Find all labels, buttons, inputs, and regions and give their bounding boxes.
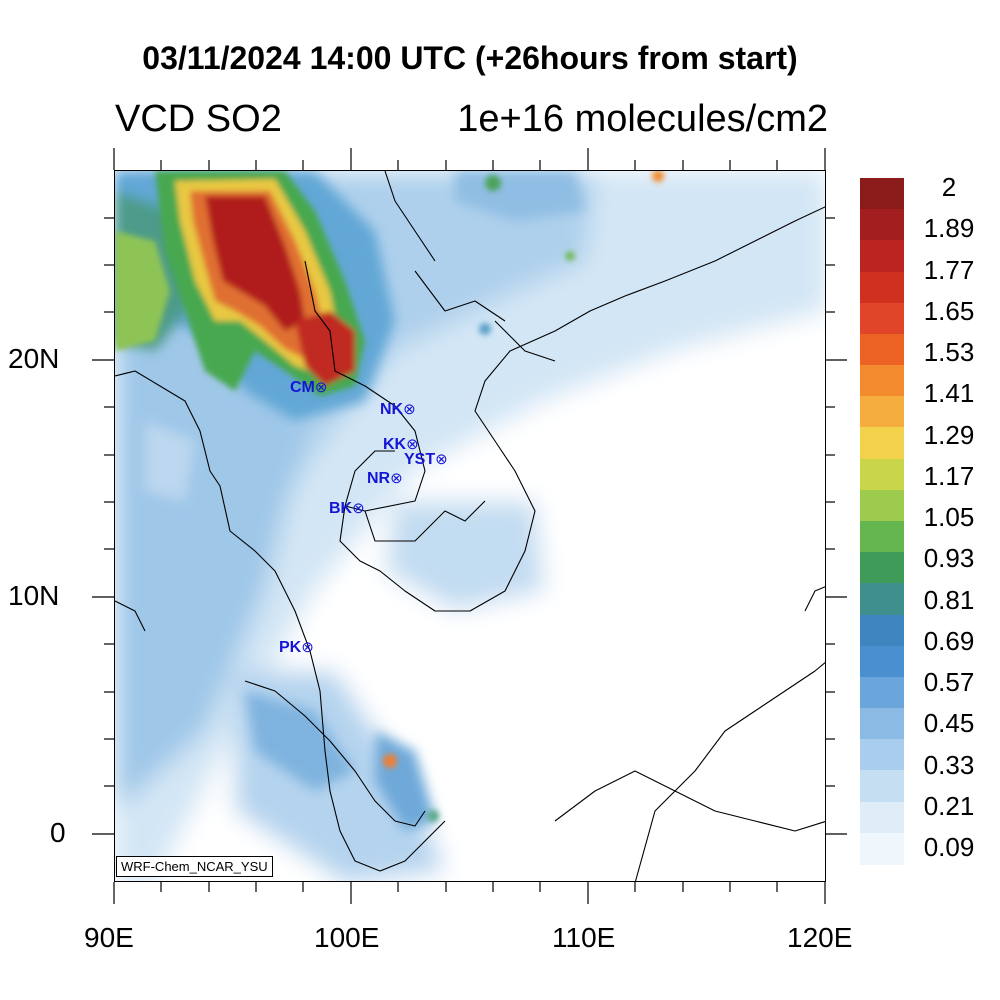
station-label: CM⊗ <box>290 380 327 396</box>
colorbar-label: 1.29 <box>923 419 975 450</box>
y-tick-label: 0 <box>50 817 66 848</box>
coastlines <box>115 171 825 881</box>
map-title: 03/11/2024 14:00 UTC (+26hours from star… <box>142 40 798 76</box>
colorbar-segment <box>860 552 904 584</box>
colorbar-segment <box>860 458 904 491</box>
colorbar <box>860 178 904 865</box>
x-tick-label: 120E <box>787 922 853 953</box>
colorbar-segment <box>860 645 904 678</box>
colorbar-segment <box>860 739 904 772</box>
model-credit: WRF-Chem_NCAR_YSU <box>116 856 273 877</box>
colorbar-label: 1.77 <box>923 254 975 285</box>
station-code: NK <box>380 401 404 418</box>
so2-field-strong <box>115 171 664 822</box>
station-marker-icon: ⊗ <box>314 379 328 396</box>
x-tick-label: 90E <box>84 922 134 953</box>
colorbar-segment <box>860 178 904 210</box>
colorbar-segment <box>860 614 904 647</box>
station-code: PK <box>279 639 302 656</box>
y-tick-label: 20N <box>8 343 60 374</box>
colorbar-label: 0.09 <box>923 832 975 862</box>
colorbar-segment <box>860 583 904 616</box>
station-label: YST⊗ <box>404 452 448 468</box>
colorbar-segment <box>860 427 904 460</box>
colorbar-label: 1.41 <box>923 378 975 409</box>
station-label: NR⊗ <box>367 471 403 487</box>
station-marker-icon: ⊗ <box>435 451 448 468</box>
colorbar-label: 2 <box>941 172 957 202</box>
map-canvas <box>115 171 825 881</box>
station-marker-icon: ⊗ <box>352 500 365 517</box>
colorbar-segment <box>860 396 904 429</box>
y-tick-label: 10N <box>8 580 60 611</box>
station-code: CM <box>290 379 315 396</box>
x-tick-label: 110E <box>552 922 616 953</box>
colorbar-label: 0.33 <box>923 749 975 780</box>
colorbar-segment <box>860 271 904 304</box>
x-tick-label: 100E <box>314 922 380 953</box>
colorbar-label: 0.21 <box>923 790 975 821</box>
colorbar-label: 0.45 <box>923 708 975 739</box>
station-marker-icon: ⊗ <box>406 436 419 453</box>
station-label: KK⊗ <box>383 437 419 453</box>
colorbar-segment <box>860 489 904 522</box>
colorbar-segment <box>860 521 904 553</box>
colorbar-segment <box>860 209 904 241</box>
colorbar-label: 1.89 <box>923 213 975 244</box>
station-code: KK <box>383 436 407 453</box>
colorbar-label: 1.65 <box>923 295 975 326</box>
colorbar-segment <box>860 333 904 366</box>
variable-label: VCD SO2 <box>115 98 282 140</box>
colorbar-segment <box>860 676 904 709</box>
colorbar-label: 0.81 <box>923 584 975 615</box>
colorbar-label: 1.17 <box>923 460 975 491</box>
units-label: 1e+16 molecules/cm2 <box>457 98 828 140</box>
station-marker-icon: ⊗ <box>301 639 314 656</box>
colorbar-label: 0.93 <box>923 543 975 574</box>
station-code: NR <box>367 470 391 487</box>
colorbar-segment <box>860 365 904 397</box>
station-label: PK⊗ <box>279 640 314 656</box>
colorbar-segment <box>860 770 904 803</box>
colorbar-segment <box>860 240 904 273</box>
colorbar-segment <box>860 708 904 740</box>
colorbar-label: 0.57 <box>923 667 975 697</box>
colorbar-label: 1.05 <box>923 502 975 532</box>
colorbar-label: 1.53 <box>923 337 975 367</box>
colorbar-label: 0.69 <box>923 625 975 656</box>
station-code: YST <box>404 451 436 468</box>
station-label: BK⊗ <box>329 501 365 517</box>
station-label: NK⊗ <box>380 402 416 418</box>
station-marker-icon: ⊗ <box>390 470 403 487</box>
colorbar-segment <box>860 801 904 834</box>
colorbar-segment <box>860 832 904 865</box>
station-code: BK <box>329 500 353 517</box>
map-panel <box>114 170 826 882</box>
colorbar-segment <box>860 302 904 335</box>
station-marker-icon: ⊗ <box>403 401 416 418</box>
